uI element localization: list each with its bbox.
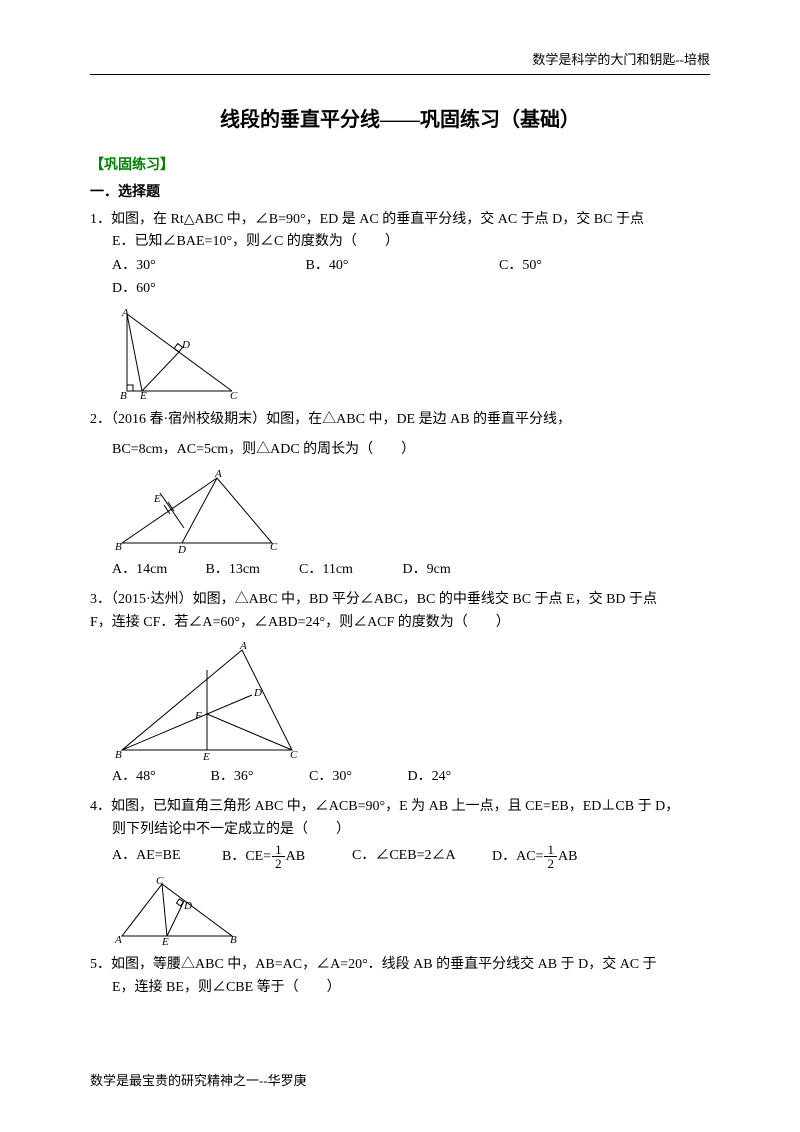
q2-line2: BC=8cm，AC=5cm，则△ADC 的周长为（ ） [112,439,710,461]
footer-quote: 数学是最宝贵的研究精神之一--华罗庚 [90,1071,307,1091]
svg-text:D: D [183,900,192,912]
question-4: 4．如图，已知直角三角形 ABC 中，∠ACB=90°，E 为 AB 上一点，且… [90,796,710,946]
svg-text:A: A [114,934,122,946]
q4-figure: C A E B D [112,876,710,946]
svg-text:E: E [202,751,210,760]
q4-optC: C．∠CEB=2∠A [352,845,492,867]
question-5: 5．如图，等腰△ABC 中，AB=AC，∠A=20°．线段 AB 的垂直平分线交… [90,954,710,999]
svg-text:C: C [290,749,298,760]
page-title: 线段的垂直平分线——巩固练习（基础） [90,105,710,135]
svg-text:E: E [139,390,147,401]
q1-options: A．30° B．40° C．50° D．60° [112,255,710,300]
svg-text:B: B [120,390,127,401]
q2-line1: 2．（2016 春·宿州校级期末）如图，在△ABC 中，DE 是边 AB 的垂直… [90,409,710,431]
svg-text:D: D [253,687,262,699]
question-2: 2．（2016 春·宿州校级期末）如图，在△ABC 中，DE 是边 AB 的垂直… [90,409,710,581]
svg-text:B: B [115,749,122,760]
q1-line2: E．已知∠BAE=10°，则∠C 的度数为（ ） [112,231,710,253]
q4-line2: 则下列结论中不一定成立的是（ ） [112,819,710,841]
question-1: 1．如图，在 Rt△ABC 中，∠B=90°，ED 是 AC 的垂直平分线，交 … [90,209,710,402]
q3-line2: F，连接 CF．若∠A=60°，∠ABD=24°，则∠ACF 的度数为（ ） [90,612,710,634]
svg-text:C: C [230,390,238,401]
q4-line1: 4．如图，已知直角三角形 ABC 中，∠ACB=90°，E 为 AB 上一点，且… [90,796,710,818]
q4-options: A．AE=BE B．CE=12AB C．∠CEB=2∠A D．AC=12AB [112,843,710,870]
header-quote: 数学是科学的大门和钥匙--培根 [90,50,710,75]
q4-optD: D．AC=12AB [492,843,577,870]
section-heading: 一．选择题 [90,182,710,203]
q1-optD: D．60° [112,278,156,300]
section-label: 【巩固练习】 [90,155,710,176]
q2-optB: B．13cm [206,559,296,581]
q5-line1: 5．如图，等腰△ABC 中，AB=AC，∠A=20°．线段 AB 的垂直平分线交… [90,954,710,976]
q2-optD: D．9cm [403,559,451,581]
q1-optA: A．30° [112,255,242,277]
svg-text:B: B [115,541,122,553]
q2-figure: A B D C E [112,468,710,553]
svg-text:F: F [194,710,202,722]
q2-optA: A．14cm [112,559,202,581]
svg-text:E: E [153,493,161,505]
svg-text:C: C [156,876,164,887]
q2-options: A．14cm B．13cm C．11cm D．9cm [112,559,710,581]
svg-text:A: A [239,640,247,652]
q3-optC: C．30° [309,766,404,788]
q5-line2: E，连接 BE，则∠CBE 等于（ ） [112,977,710,999]
q3-figure: A B E C D F [112,640,710,760]
question-3: 3．（2015·达州）如图，△ABC 中，BD 平分∠ABC，BC 的中垂线交 … [90,589,710,788]
svg-text:E: E [161,936,169,946]
q1-optB: B．40° [306,255,436,277]
svg-text:D: D [181,339,190,351]
q3-options: A．48° B．36° C．30° D．24° [112,766,710,788]
q1-line1: 1．如图，在 Rt△ABC 中，∠B=90°，ED 是 AC 的垂直平分线，交 … [90,209,710,231]
q1-optC: C．50° [499,255,629,277]
q1-figure: A B E C D [112,306,710,401]
q3-line1: 3．（2015·达州）如图，△ABC 中，BD 平分∠ABC，BC 的中垂线交 … [90,589,710,611]
svg-text:A: A [121,307,129,319]
q3-optA: A．48° [112,766,207,788]
svg-text:A: A [214,468,222,480]
q3-optB: B．36° [211,766,306,788]
q2-optC: C．11cm [299,559,399,581]
q4-optB: B．CE=12AB [222,843,352,870]
q4-optA: A．AE=BE [112,845,222,867]
svg-text:C: C [270,541,278,553]
svg-text:D: D [177,544,186,553]
q3-optD: D．24° [408,766,452,788]
svg-text:B: B [230,934,237,946]
